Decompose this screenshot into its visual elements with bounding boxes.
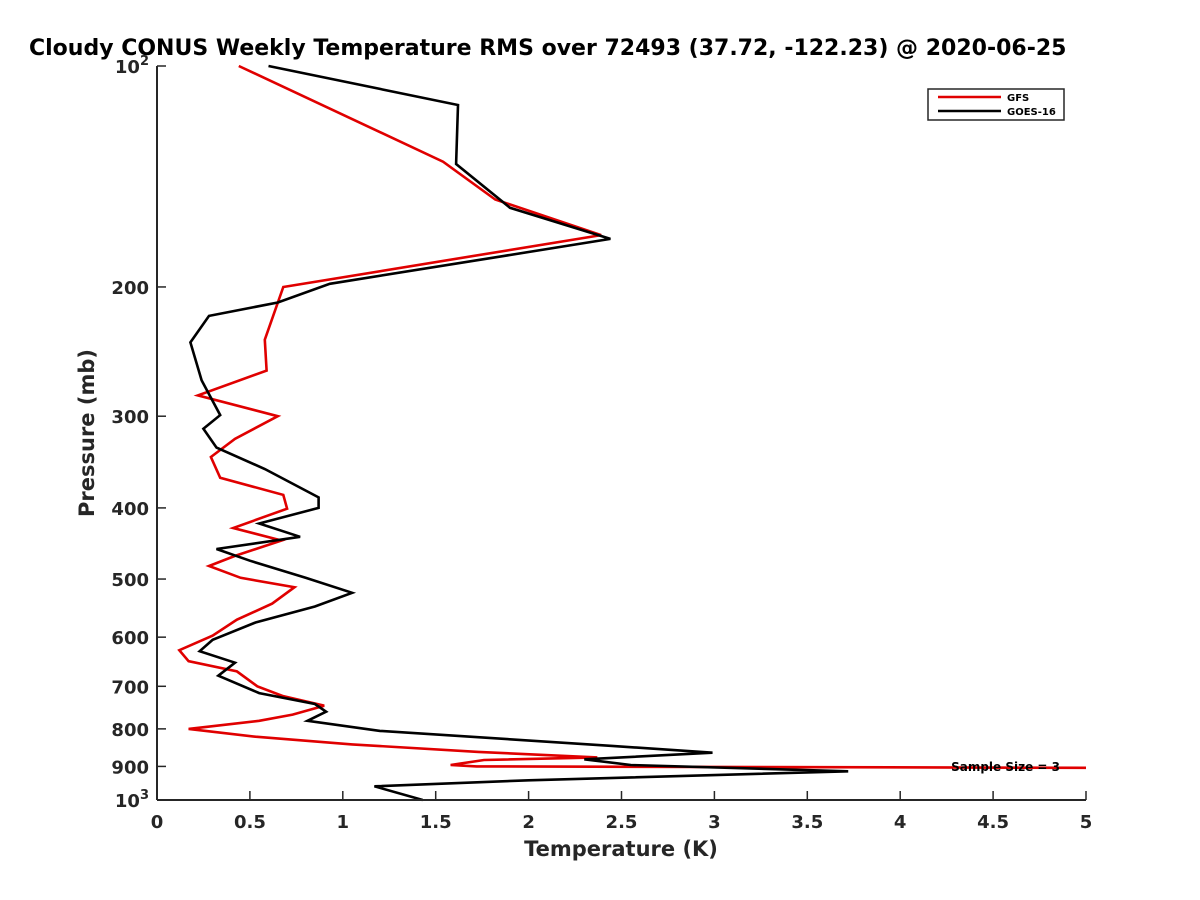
y-axis-label: Pressure (mb): [75, 349, 99, 517]
y-tick-label: 800: [111, 720, 149, 741]
y-decade-tick-label: 102: [115, 54, 149, 78]
plot-area: 0 0.5 1 1.5 2 2.5 3 3.5 4 4.5 5 200 300 400 500 600 700…: [111, 54, 1092, 833]
x-tick-label: 3.5: [791, 812, 823, 833]
x-tick-label: 4: [894, 812, 907, 833]
x-ticks: 0 0.5 1 1.5 2 2.5 3 3.5 4 4.5 5: [151, 791, 1093, 833]
y-decade-exponent: 3: [140, 788, 149, 803]
legend: GFS GOES-16: [927, 88, 1065, 121]
y-decade-base: 10: [115, 791, 140, 812]
y-tick-label: 200: [111, 278, 149, 299]
chart-title: Cloudy CONUS Weekly Temperature RMS over…: [29, 36, 1066, 61]
x-tick-label: 5: [1080, 812, 1093, 833]
sample-size-annotation: Sample Size = 3: [951, 760, 1060, 774]
y-tick-label: 600: [111, 628, 149, 649]
x-axis-label: Temperature (K): [524, 837, 718, 861]
y-decade-exponent: 2: [140, 54, 149, 69]
x-tick-label: 1.5: [420, 812, 452, 833]
x-tick-label: 0: [151, 812, 164, 833]
y-tick-label: 400: [111, 499, 149, 520]
y-tick-label: 700: [111, 677, 149, 698]
x-tick-label: 2.5: [606, 812, 638, 833]
y-tick-label: 900: [111, 757, 149, 778]
y-decade-base: 10: [115, 57, 140, 78]
y-tick-label: 300: [111, 407, 149, 428]
x-tick-label: 1: [337, 812, 350, 833]
legend-box: [927, 88, 1065, 121]
legend-label-goes-16: GOES-16: [1007, 107, 1056, 118]
series-line-gfs: [177, 64, 1087, 770]
x-tick-label: 3: [708, 812, 721, 833]
y-tick-label: 500: [111, 570, 149, 591]
series-layer: [177, 64, 1087, 802]
y-decade-tick-label: 103: [115, 788, 149, 812]
x-tick-label: 4.5: [977, 812, 1009, 833]
x-tick-label: 0.5: [234, 812, 266, 833]
x-tick-label: 2: [522, 812, 535, 833]
series-line-goes-16: [188, 64, 849, 802]
legend-label-gfs: GFS: [1007, 93, 1029, 104]
